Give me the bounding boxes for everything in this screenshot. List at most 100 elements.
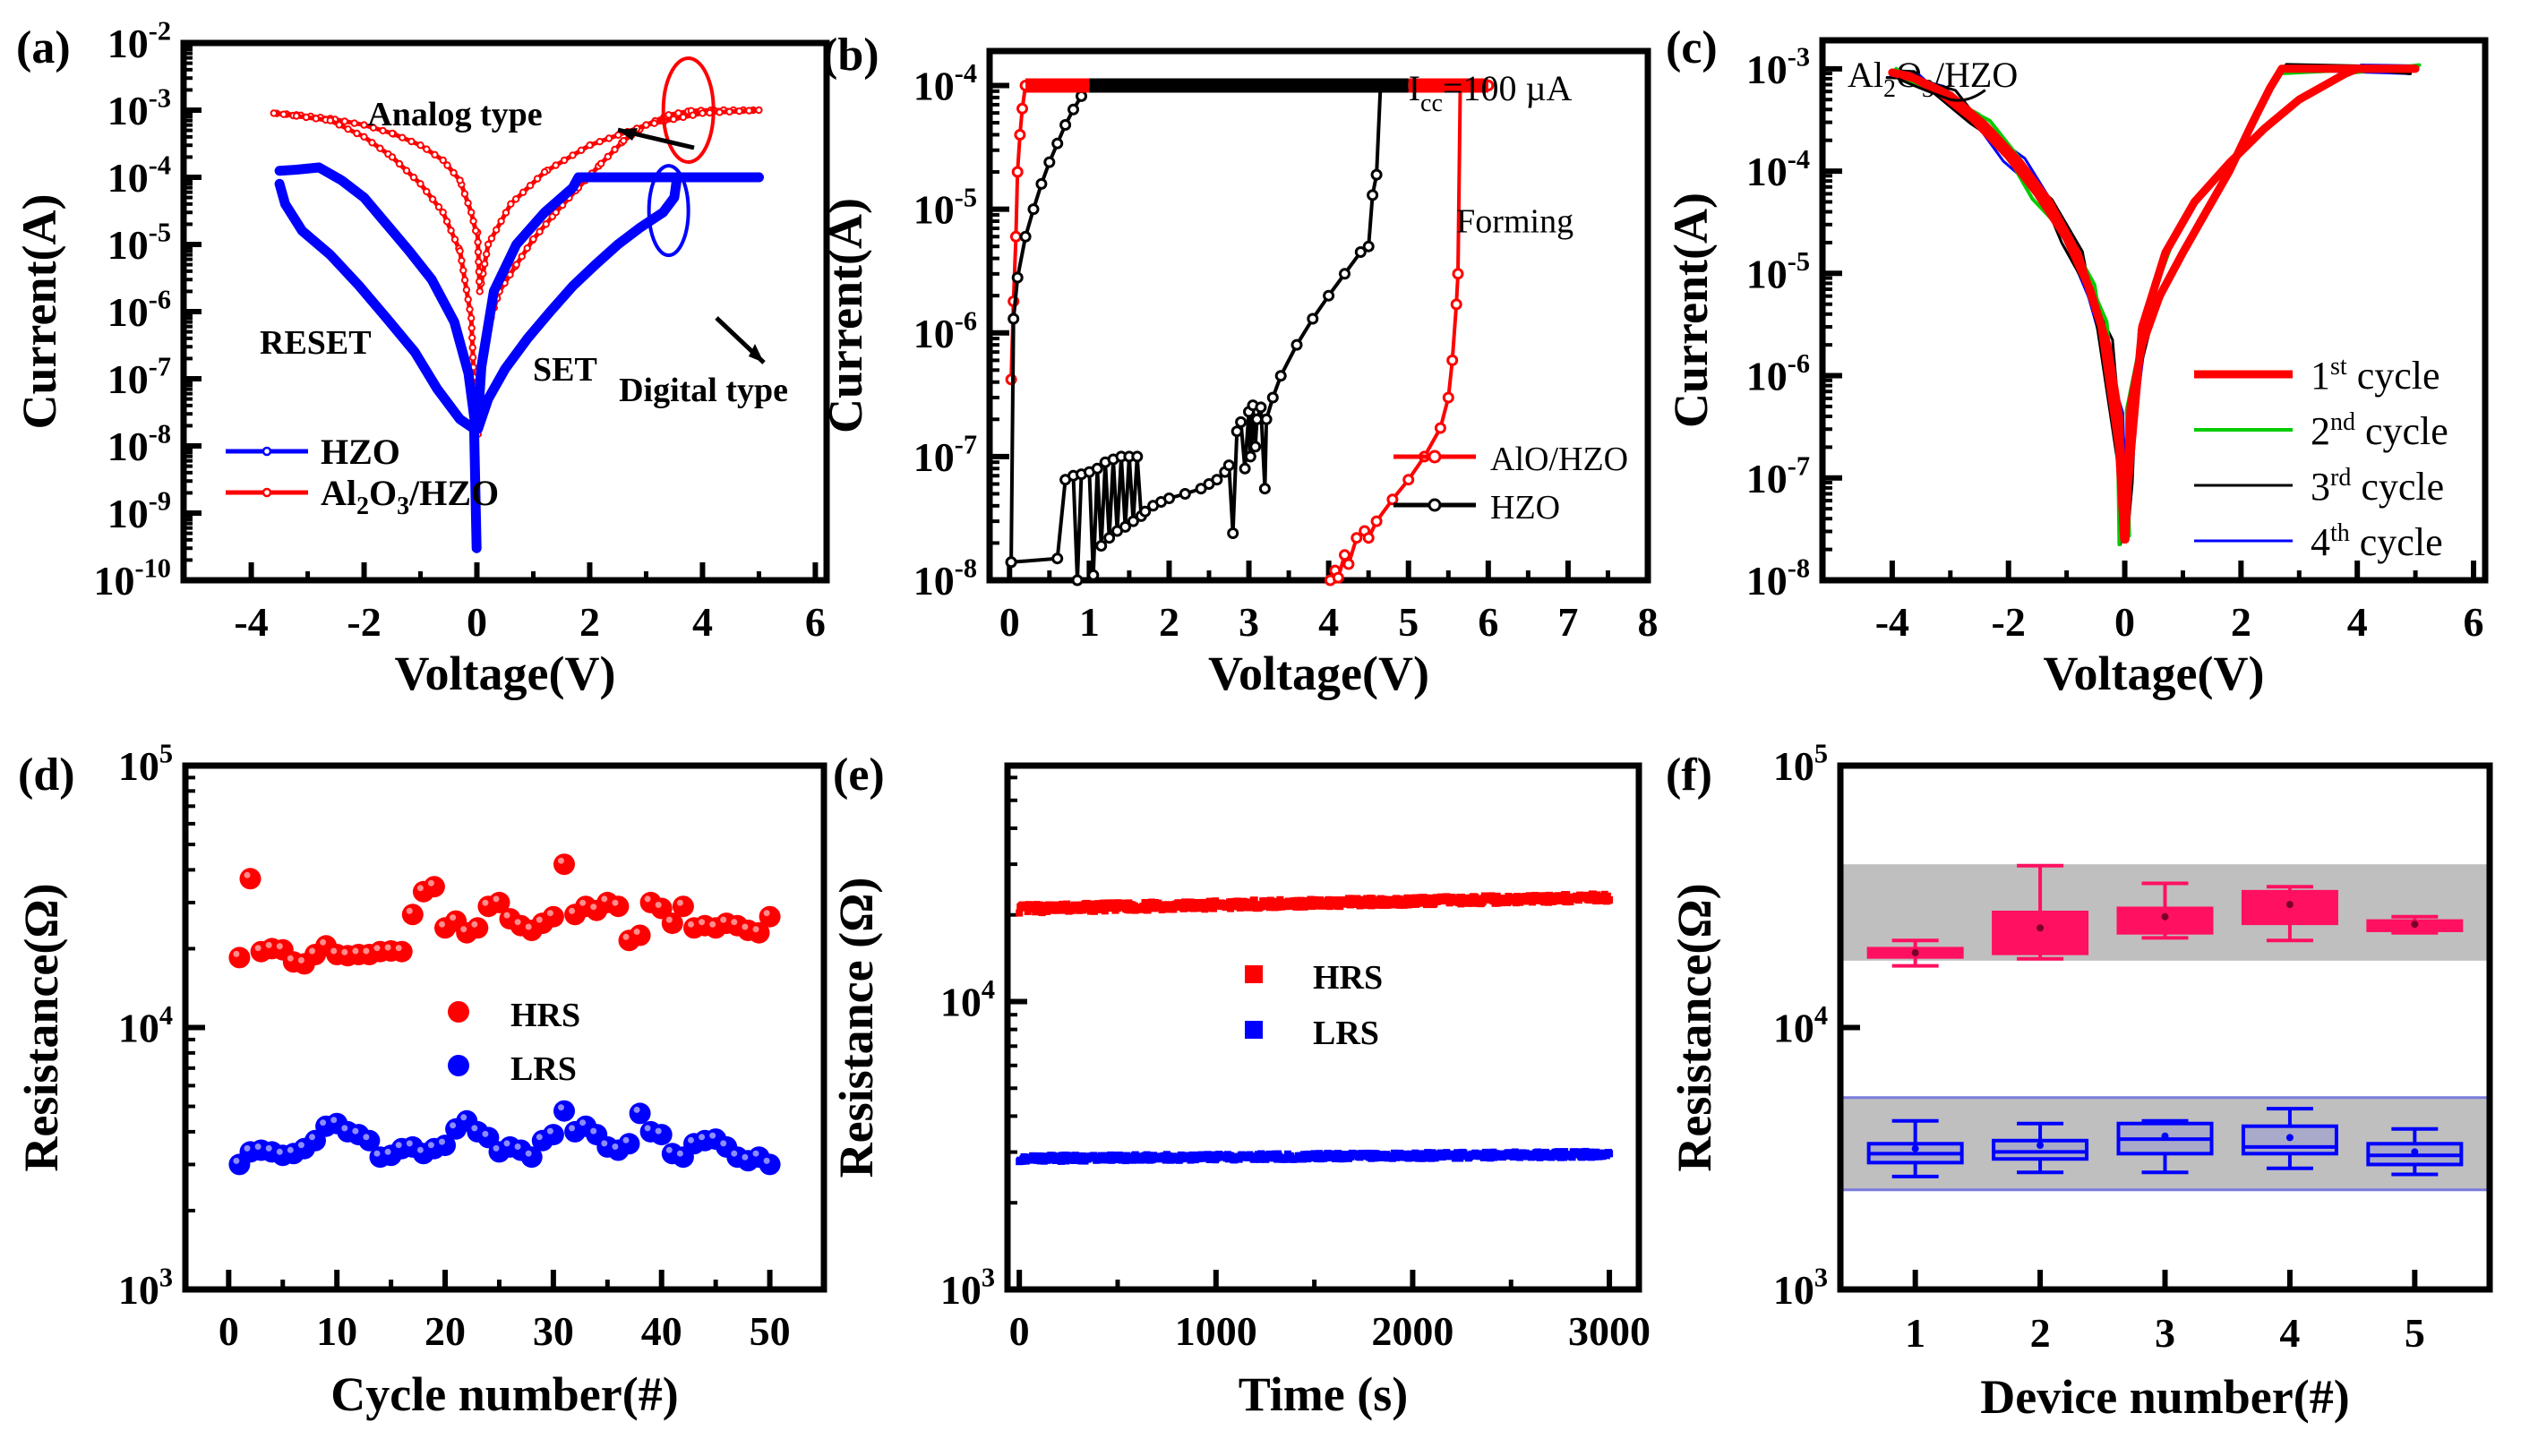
svg-text:10-4: 10-4 bbox=[1746, 144, 1810, 194]
digital-arrowhead bbox=[749, 344, 764, 363]
x-tick-label: 30 bbox=[533, 1308, 574, 1354]
data-marker bbox=[476, 278, 484, 286]
data-marker bbox=[1095, 540, 1108, 552]
svg-text:105: 105 bbox=[1773, 739, 1828, 789]
mean-marker bbox=[2161, 1132, 2169, 1140]
plot-frame bbox=[182, 762, 827, 1293]
scatter-point-highlight bbox=[373, 945, 381, 952]
panel-letter-d: (d) bbox=[18, 749, 75, 801]
data-marker bbox=[464, 199, 472, 208]
retention-point bbox=[1293, 896, 1301, 904]
data-marker bbox=[302, 113, 311, 122]
data-marker bbox=[552, 209, 560, 217]
data-marker bbox=[1370, 168, 1383, 181]
plot-frame bbox=[986, 47, 1651, 584]
data-marker bbox=[1103, 532, 1116, 544]
scatter-point-highlight bbox=[341, 1125, 348, 1132]
legend-marker bbox=[262, 487, 272, 498]
retention-point bbox=[1563, 891, 1571, 899]
legend-panel-b: AlO/HZO HZO bbox=[1393, 441, 1628, 527]
retention-point bbox=[1114, 899, 1122, 907]
data-marker bbox=[1009, 230, 1022, 243]
scatter-point bbox=[650, 1124, 673, 1146]
scatter-point bbox=[542, 905, 564, 928]
data-marker bbox=[475, 268, 483, 276]
data-marker bbox=[1222, 459, 1235, 472]
digital-highlight-ellipse bbox=[647, 164, 690, 258]
scatter-point-highlight bbox=[590, 904, 597, 911]
scatter-point-highlight bbox=[352, 947, 359, 955]
y-axis-title: Current(A) bbox=[13, 194, 66, 430]
svg-text:105: 105 bbox=[118, 739, 173, 789]
y-tick-label: 10-7 bbox=[1746, 450, 1810, 501]
scatter-point-highlight bbox=[731, 919, 738, 926]
scatter-point-highlight bbox=[546, 1127, 553, 1135]
data-marker bbox=[443, 161, 451, 169]
data-marker bbox=[1011, 166, 1024, 178]
data-marker bbox=[472, 227, 480, 235]
legend-panel-e: HRS LRS bbox=[1245, 959, 1383, 1052]
box-plot-hrs-device-1 bbox=[1866, 938, 1964, 968]
panel-b: (b) 10-4 10-5 10-6 10-7 10-8 0 1 2 3 4 5 6 7 8 Voltage(… bbox=[806, 0, 1657, 716]
compliance-current-label: Icc=100 µA bbox=[1409, 68, 1573, 117]
data-marker bbox=[376, 144, 384, 152]
data-marker bbox=[350, 119, 358, 127]
scatter-point-highlight bbox=[514, 919, 521, 926]
data-marker bbox=[542, 220, 550, 228]
box-plot-lrs-device-5 bbox=[2366, 1126, 2464, 1177]
scatter-point-highlight bbox=[699, 1134, 706, 1141]
scatter-point-highlight bbox=[406, 907, 413, 914]
mean-marker bbox=[2161, 912, 2169, 921]
svg-text:104: 104 bbox=[940, 974, 995, 1024]
data-marker bbox=[474, 238, 482, 246]
retention-point bbox=[1416, 899, 1424, 907]
mean-marker bbox=[2037, 924, 2045, 932]
data-marker bbox=[1239, 462, 1251, 475]
data-marker bbox=[399, 133, 407, 141]
retention-point bbox=[1389, 901, 1397, 909]
plot-frame bbox=[1819, 37, 2489, 584]
scatter-point bbox=[228, 946, 251, 969]
data-marker bbox=[458, 256, 466, 265]
analog-arrowhead bbox=[618, 128, 638, 141]
box-plot-hrs-device-3 bbox=[2116, 881, 2214, 940]
retention-point bbox=[1196, 904, 1205, 912]
x-tick-label: -2 bbox=[1992, 599, 2026, 645]
data-marker bbox=[1354, 246, 1367, 258]
scatter-point-highlight bbox=[363, 1134, 370, 1141]
data-marker bbox=[388, 129, 397, 138]
legend-marker bbox=[448, 1055, 469, 1076]
data-marker bbox=[1367, 189, 1379, 201]
data-marker bbox=[1351, 532, 1363, 544]
data-marker bbox=[1163, 492, 1175, 504]
y-tick-label: 10-8 bbox=[107, 419, 171, 469]
x-tick-label: 2 bbox=[579, 599, 600, 645]
svg-text:10-5: 10-5 bbox=[913, 182, 977, 232]
data-marker bbox=[1076, 90, 1087, 102]
x-tick-label: 4 bbox=[1318, 599, 1339, 645]
retention-point bbox=[1594, 893, 1602, 901]
retention-point bbox=[1144, 906, 1152, 914]
mean-marker bbox=[2285, 901, 2294, 909]
scatter-point bbox=[553, 853, 575, 876]
mean-marker bbox=[1911, 948, 1919, 956]
data-marker bbox=[447, 227, 455, 235]
data-marker bbox=[360, 133, 368, 141]
svg-text:104: 104 bbox=[1773, 1000, 1828, 1050]
cycle-curve bbox=[1894, 66, 2122, 546]
data-marker bbox=[511, 195, 520, 203]
data-marker bbox=[423, 145, 431, 153]
scatter-point-highlight bbox=[384, 1148, 391, 1155]
box-plot-lrs-device-1 bbox=[1866, 1118, 1964, 1178]
data-marker bbox=[312, 115, 320, 123]
mean-marker bbox=[2285, 1134, 2294, 1142]
scatter-point-highlight bbox=[450, 1122, 457, 1129]
data-marker bbox=[464, 295, 472, 304]
scatter-point-highlight bbox=[720, 916, 727, 923]
data-marker bbox=[611, 145, 619, 154]
data-marker bbox=[431, 150, 439, 159]
data-marker bbox=[468, 354, 477, 362]
scatter-point-highlight bbox=[655, 902, 662, 908]
data-marker bbox=[326, 116, 334, 124]
data-marker bbox=[1139, 505, 1152, 518]
